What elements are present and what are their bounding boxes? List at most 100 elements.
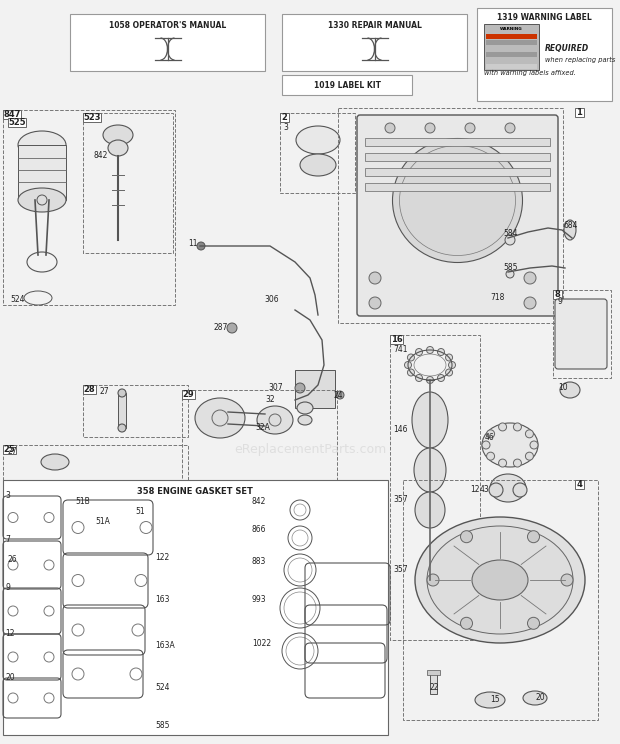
Bar [18,145,66,200]
Bar [3,445,16,454]
Circle shape [446,354,453,361]
Ellipse shape [475,692,505,708]
Ellipse shape [41,454,69,470]
Text: 306: 306 [264,295,278,304]
Text: 8: 8 [554,290,560,299]
Ellipse shape [297,402,313,414]
Ellipse shape [18,188,66,212]
Bar [486,64,537,69]
Text: 22: 22 [430,684,440,693]
Text: 29: 29 [183,390,194,399]
Text: 15: 15 [490,696,500,705]
Text: 4: 4 [577,480,582,489]
Ellipse shape [298,415,312,425]
Ellipse shape [257,406,293,434]
Ellipse shape [300,154,336,176]
Ellipse shape [490,474,526,502]
Circle shape [461,530,472,542]
Ellipse shape [103,125,133,145]
Bar [403,480,598,720]
Circle shape [438,374,445,382]
Bar [118,393,126,428]
Text: 287: 287 [213,324,228,333]
Circle shape [37,195,47,205]
Circle shape [448,362,456,368]
Text: 46: 46 [485,434,495,443]
Circle shape [336,391,344,399]
Circle shape [506,270,514,278]
Bar [486,40,537,45]
Text: 20: 20 [535,693,544,702]
Ellipse shape [414,448,446,492]
Text: 146: 146 [393,426,407,434]
Ellipse shape [18,131,66,159]
Circle shape [425,123,435,133]
Text: 2: 2 [281,113,287,122]
Text: 32A: 32A [255,423,270,432]
Text: 358 ENGINE GASKET SET: 358 ENGINE GASKET SET [137,487,253,496]
Circle shape [505,123,515,133]
Bar [430,672,437,694]
Circle shape [415,374,422,382]
Circle shape [498,423,507,431]
Circle shape [487,430,495,437]
Circle shape [461,618,472,629]
Text: 524: 524 [10,295,25,304]
Ellipse shape [392,138,523,263]
Bar [486,34,537,39]
Text: 1022: 1022 [252,638,271,647]
Ellipse shape [52,546,148,570]
Text: 523: 523 [83,113,100,122]
Circle shape [524,272,536,284]
Circle shape [465,123,475,133]
Text: 26: 26 [8,556,17,565]
Text: 357: 357 [393,565,407,574]
Circle shape [227,323,237,333]
Bar [553,290,562,299]
Text: with warning labels affixed.: with warning labels affixed. [484,70,576,76]
Bar [83,385,96,394]
Text: 585: 585 [155,720,169,730]
Text: 866: 866 [252,525,267,534]
Ellipse shape [489,483,503,497]
Circle shape [530,441,538,449]
Ellipse shape [513,483,527,497]
Bar [3,110,20,119]
Bar [390,335,403,344]
Bar [70,14,265,71]
Text: 3: 3 [283,123,288,132]
Text: 993: 993 [252,595,267,604]
Ellipse shape [195,398,245,438]
Circle shape [427,347,433,353]
Ellipse shape [296,126,340,154]
Ellipse shape [482,423,538,467]
Circle shape [498,459,507,467]
Text: 842: 842 [93,150,107,159]
Bar [280,113,288,122]
Text: 122: 122 [155,554,169,562]
Bar [477,8,612,101]
Text: 684: 684 [563,220,577,229]
Bar [390,335,480,640]
Text: 12: 12 [470,486,479,495]
Ellipse shape [118,424,126,432]
Ellipse shape [415,492,445,528]
Text: 9: 9 [5,583,10,591]
Text: 163: 163 [155,595,169,604]
Text: WARNING: WARNING [500,27,523,31]
Text: 51A: 51A [95,518,110,527]
Ellipse shape [564,220,576,240]
Bar [3,445,188,610]
Bar [486,52,537,57]
Text: 1330 REPAIR MANUAL: 1330 REPAIR MANUAL [327,21,422,30]
Ellipse shape [108,140,128,156]
Text: 357: 357 [393,496,407,504]
Text: 27: 27 [100,388,110,397]
Circle shape [269,414,281,426]
Circle shape [482,441,490,449]
Ellipse shape [427,526,573,634]
Text: 525: 525 [8,118,25,127]
Ellipse shape [118,389,126,397]
Text: 1058 OPERATOR'S MANUAL: 1058 OPERATOR'S MANUAL [109,21,226,30]
Bar [365,183,550,191]
